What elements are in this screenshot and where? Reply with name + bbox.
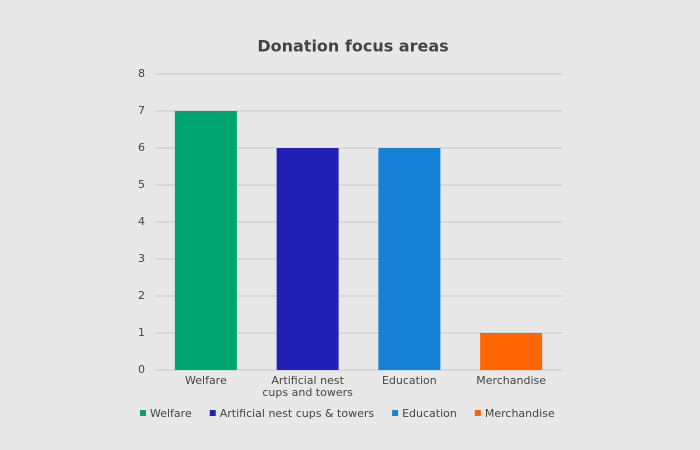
x-tick-label: Welfare (185, 374, 227, 387)
y-tick-label: 0 (138, 363, 145, 376)
legend-swatch (140, 410, 146, 416)
legend-swatch (209, 410, 216, 416)
y-tick-label: 5 (138, 178, 145, 191)
y-tick-label: 1 (138, 326, 145, 339)
y-tick-label: 6 (138, 141, 145, 154)
bar (480, 333, 543, 370)
y-tick-label: 7 (138, 104, 145, 117)
bar (378, 148, 441, 370)
x-tick-label: Artificial nest cups and towers (262, 374, 353, 399)
bar (276, 148, 339, 370)
y-tick-label: 2 (138, 289, 145, 302)
y-tick-label: 8 (138, 67, 145, 80)
chart-title: Donation focus areas (257, 37, 448, 56)
legend-label: Education (402, 407, 457, 420)
legend-swatch (392, 410, 399, 416)
legend-swatch (474, 410, 481, 416)
x-tick-label: Merchandise (476, 374, 546, 387)
bar (174, 111, 237, 370)
y-tick-label: 4 (138, 215, 145, 228)
legend-label: Welfare (150, 407, 192, 420)
x-tick-label: Education (382, 374, 437, 387)
legend-label: Merchandise (485, 407, 555, 420)
y-tick-label: 3 (138, 252, 145, 265)
legend-label: Artificial nest cups & towers (220, 407, 375, 420)
